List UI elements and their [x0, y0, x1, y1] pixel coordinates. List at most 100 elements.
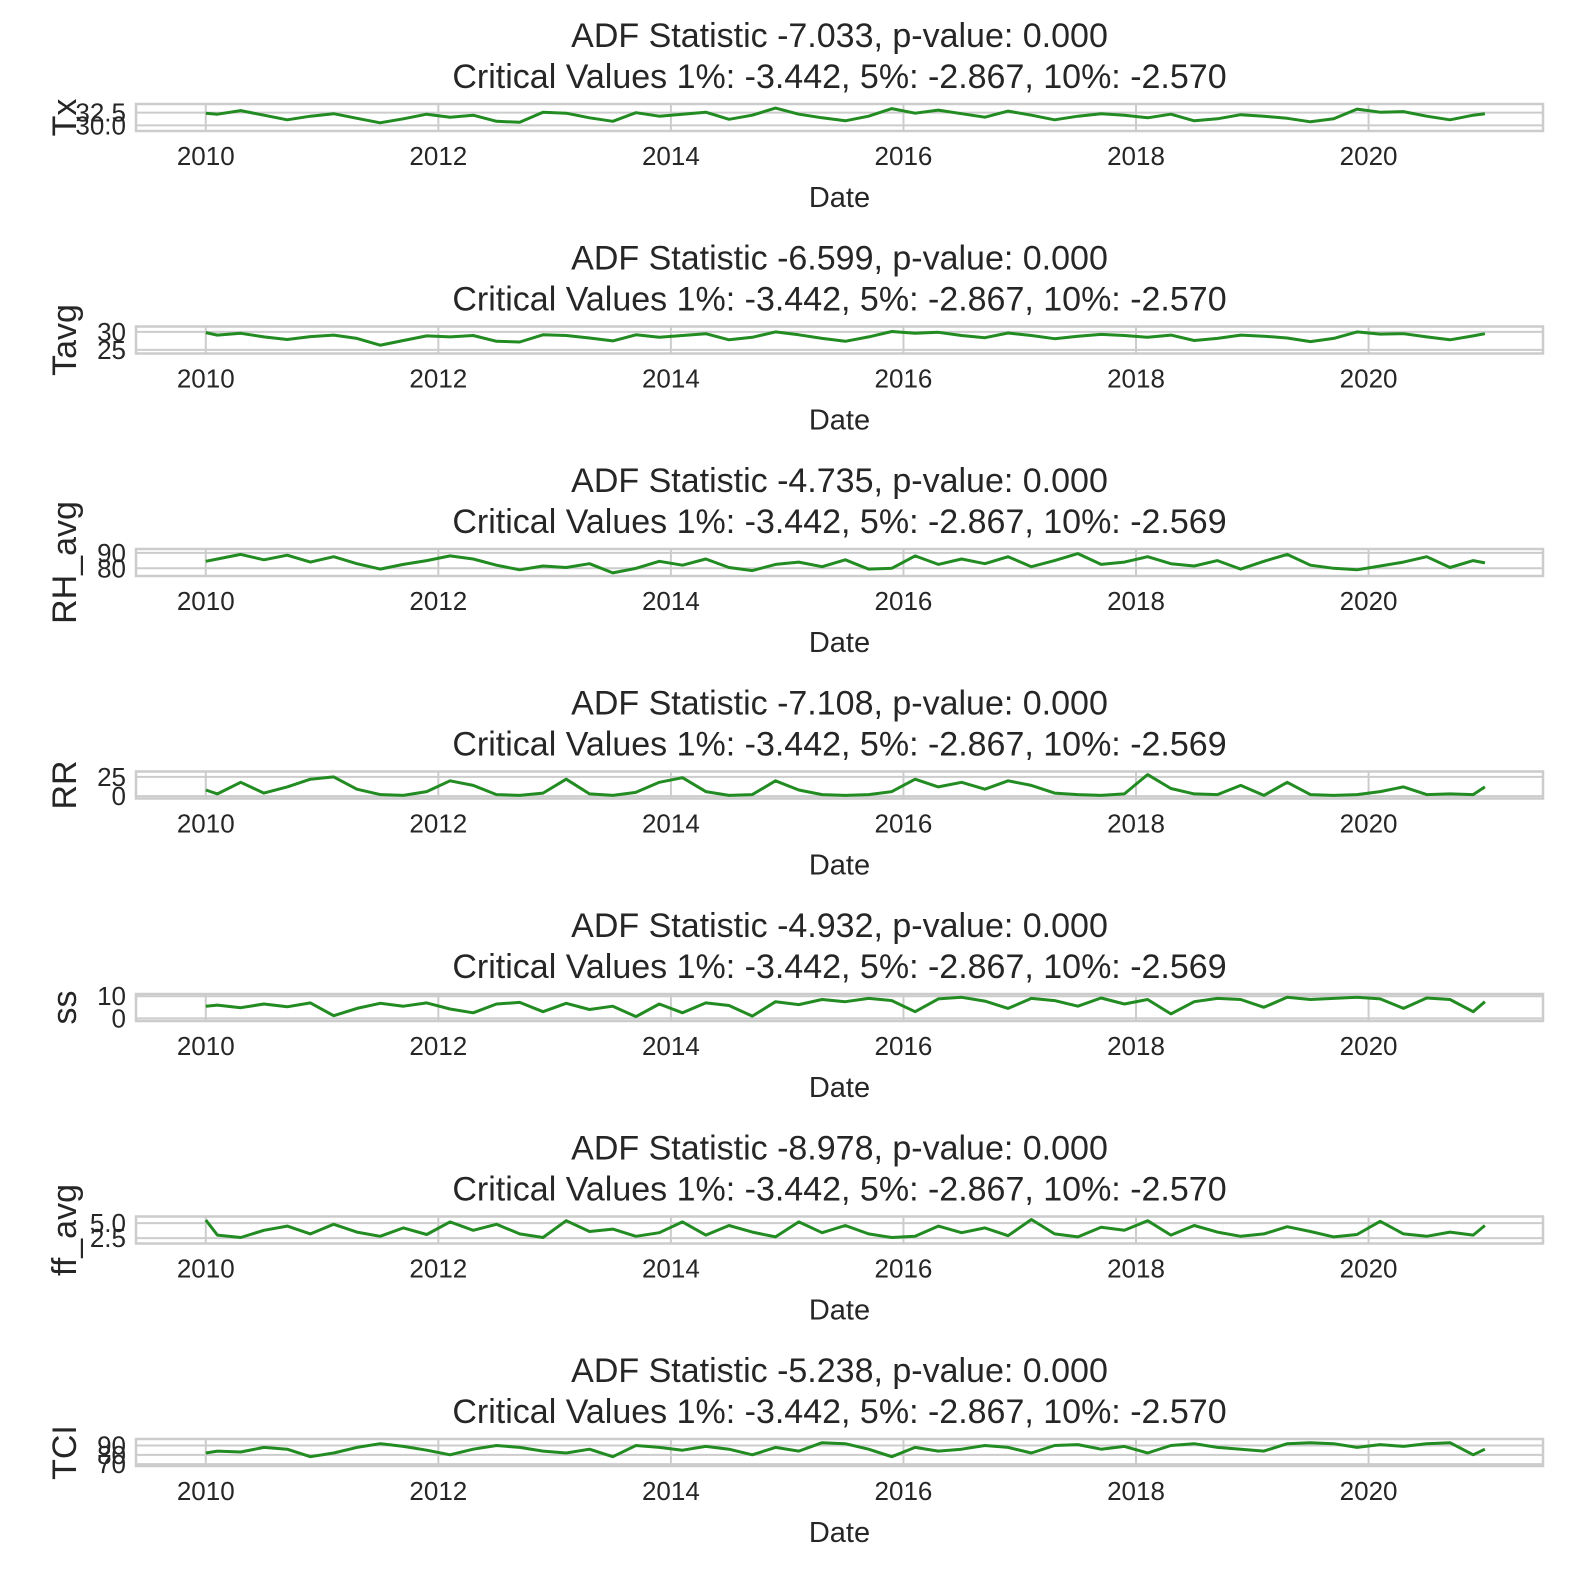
x-tick-label: 2010: [177, 586, 235, 616]
x-tick-label: 2010: [177, 1031, 235, 1061]
series-line: [205, 995, 1486, 1019]
y-tick-label: 90: [97, 538, 126, 568]
y-tick-label: 32.5: [75, 98, 126, 128]
y-tick-label: 90: [97, 1431, 126, 1461]
x-axis-label: Date: [809, 182, 870, 214]
y-tick-label: 70: [97, 1449, 126, 1479]
subplot-rr: ADF Statistic -7.108, p-value: 0.000Crit…: [46, 685, 1545, 882]
x-tick-label: 2020: [1340, 1254, 1398, 1284]
x-tick-label: 2014: [642, 364, 700, 394]
series-line: [205, 552, 1486, 575]
x-tick-label: 2010: [177, 809, 235, 839]
x-tick-label: 2014: [642, 1031, 700, 1061]
subplot-title-line1: ADF Statistic -7.033, p-value: 0.000: [571, 17, 1108, 55]
series-line: [205, 773, 1486, 797]
subplot-title-line1: ADF Statistic -8.978, p-value: 0.000: [571, 1130, 1108, 1168]
x-tick-label: 2020: [1340, 1031, 1398, 1061]
y-tick-label: 10: [97, 981, 126, 1011]
x-tick-label: 2012: [409, 1254, 467, 1284]
x-tick-label: 2020: [1340, 1476, 1398, 1506]
y-axis-label: RR: [46, 760, 84, 809]
series-line: [204, 1218, 1486, 1239]
y-tick-label: 5.0: [90, 1208, 126, 1238]
x-tick-label: 2010: [177, 1476, 235, 1506]
x-tick-label: 2020: [1340, 364, 1398, 394]
y-axis-label: ff_avg: [46, 1184, 84, 1276]
subplot-title-line2: Critical Values 1%: -3.442, 5%: -2.867, …: [452, 281, 1226, 319]
x-tick-label: 2018: [1107, 1031, 1165, 1061]
plot-frame: [134, 992, 1545, 1023]
x-tick-label: 2012: [409, 586, 467, 616]
subplot-title-line2: Critical Values 1%: -3.442, 5%: -2.867, …: [452, 503, 1226, 541]
subplot-ss: ADF Statistic -4.932, p-value: 0.000Crit…: [46, 907, 1545, 1104]
y-tick-label: 80: [97, 1440, 126, 1470]
x-tick-label: 2020: [1340, 809, 1398, 839]
subplot-title-line1: ADF Statistic -7.108, p-value: 0.000: [571, 685, 1108, 723]
x-tick-label: 2018: [1107, 1254, 1165, 1284]
x-tick-label: 2016: [875, 141, 933, 171]
x-tick-label: 2014: [642, 1254, 700, 1284]
y-axis-label: Tavg: [46, 304, 84, 376]
x-axis-label: Date: [809, 627, 870, 659]
x-tick-label: 2018: [1107, 1476, 1165, 1506]
x-tick-label: 2020: [1340, 586, 1398, 616]
x-tick-label: 2014: [642, 586, 700, 616]
series-line: [205, 330, 1486, 347]
x-tick-label: 2018: [1107, 141, 1165, 171]
y-tick-label: 25: [97, 335, 126, 365]
plot-frame: [134, 102, 1545, 133]
y-tick-label: 80: [97, 553, 126, 583]
series-line: [205, 106, 1486, 125]
x-tick-label: 2016: [875, 1254, 933, 1284]
x-axis-label: Date: [809, 1295, 870, 1327]
y-axis-label: RH_avg: [46, 501, 84, 624]
x-tick-label: 2018: [1107, 809, 1165, 839]
x-tick-label: 2018: [1107, 364, 1165, 394]
y-tick-label: 0: [112, 1003, 126, 1033]
plot-frame: [134, 1215, 1545, 1245]
plot-frame: [134, 547, 1545, 578]
plot-frame: [134, 325, 1545, 355]
x-tick-label: 2010: [177, 1254, 235, 1284]
y-axis-label: ss: [46, 991, 84, 1025]
x-axis-label: Date: [809, 850, 870, 882]
subplot-tavg: ADF Statistic -6.599, p-value: 0.000Crit…: [46, 240, 1545, 437]
x-tick-label: 2016: [875, 364, 933, 394]
y-tick-label: 25: [97, 762, 126, 792]
x-axis-label: Date: [809, 1517, 870, 1549]
series-line: [205, 1441, 1486, 1459]
subplot-title-line1: ADF Statistic -4.932, p-value: 0.000: [571, 907, 1108, 945]
x-axis-label: Date: [809, 1072, 870, 1104]
x-tick-label: 2018: [1107, 586, 1165, 616]
x-tick-label: 2012: [409, 1031, 467, 1061]
y-axis-label: TCI: [46, 1425, 84, 1480]
subplot-title-line2: Critical Values 1%: -3.442, 5%: -2.867, …: [452, 1393, 1226, 1431]
y-tick-label: 30.0: [75, 110, 126, 140]
subplot-title-line1: ADF Statistic -4.735, p-value: 0.000: [571, 462, 1108, 500]
x-tick-label: 2014: [642, 1476, 700, 1506]
x-tick-label: 2012: [409, 809, 467, 839]
x-tick-label: 2016: [875, 809, 933, 839]
x-tick-label: 2020: [1340, 141, 1398, 171]
x-tick-label: 2010: [177, 141, 235, 171]
x-tick-label: 2012: [409, 1476, 467, 1506]
plot-frame: [134, 1437, 1545, 1468]
subplot-title-line2: Critical Values 1%: -3.442, 5%: -2.867, …: [452, 726, 1226, 764]
x-tick-label: 2012: [409, 364, 467, 394]
y-tick-label: 30: [97, 317, 126, 347]
subplot-title-line2: Critical Values 1%: -3.442, 5%: -2.867, …: [452, 58, 1226, 96]
subplot-tx: ADF Statistic -7.033, p-value: 0.000Crit…: [46, 17, 1545, 214]
subplot-title-line1: ADF Statistic -6.599, p-value: 0.000: [571, 240, 1108, 278]
plot-frame: [134, 770, 1545, 800]
x-tick-label: 2016: [875, 586, 933, 616]
subplot-tci: ADF Statistic -5.238, p-value: 0.000Crit…: [46, 1352, 1545, 1549]
subplot-title-line2: Critical Values 1%: -3.442, 5%: -2.867, …: [452, 1171, 1226, 1209]
x-tick-label: 2012: [409, 141, 467, 171]
x-tick-label: 2016: [875, 1476, 933, 1506]
subplot-ff-avg: ADF Statistic -8.978, p-value: 0.000Crit…: [46, 1130, 1545, 1327]
subplot-rh-avg: ADF Statistic -4.735, p-value: 0.000Crit…: [46, 462, 1545, 659]
x-tick-label: 2016: [875, 1031, 933, 1061]
x-axis-label: Date: [809, 405, 870, 437]
x-tick-label: 2014: [642, 141, 700, 171]
